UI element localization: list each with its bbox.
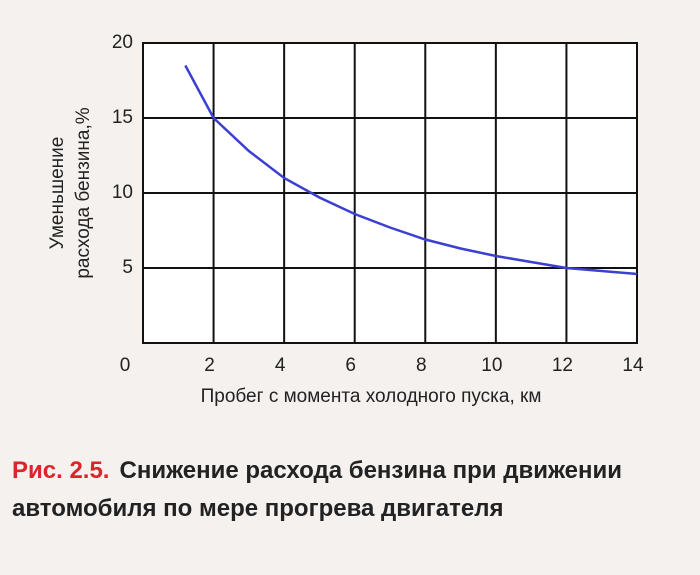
- x-tick-label: 2: [204, 355, 215, 376]
- x-tick-label: 4: [275, 355, 286, 376]
- caption-text: Снижение расхода бензина при движении ав…: [12, 457, 622, 522]
- x-tick-label: 10: [481, 355, 502, 376]
- x-tick-label: 0: [120, 355, 131, 376]
- x-tick-label: 14: [622, 355, 644, 376]
- line: [184, 64, 638, 276]
- chart: Пробег с момента холодного пуска, км Уме…: [47, 32, 644, 407]
- x-tick-label: 6: [345, 355, 356, 376]
- y-tick-label: 20: [112, 32, 133, 53]
- caption: Рис. 2.5. Снижение расхода бензина при дв…: [12, 452, 692, 528]
- y-tick-label: 5: [122, 257, 133, 278]
- x-tick-label: 8: [416, 355, 427, 376]
- caption-label: Рис. 2.5.: [12, 457, 110, 484]
- x-tick-label: 12: [552, 355, 573, 376]
- y-tick-label: 10: [112, 182, 133, 203]
- x-axis-label: Пробег с момента холодного пуска, км: [201, 386, 542, 407]
- y-axis-label: расхода бензина,%: [73, 107, 94, 278]
- y-axis-label: Уменьшение: [47, 137, 68, 250]
- y-tick-label: 15: [112, 107, 133, 128]
